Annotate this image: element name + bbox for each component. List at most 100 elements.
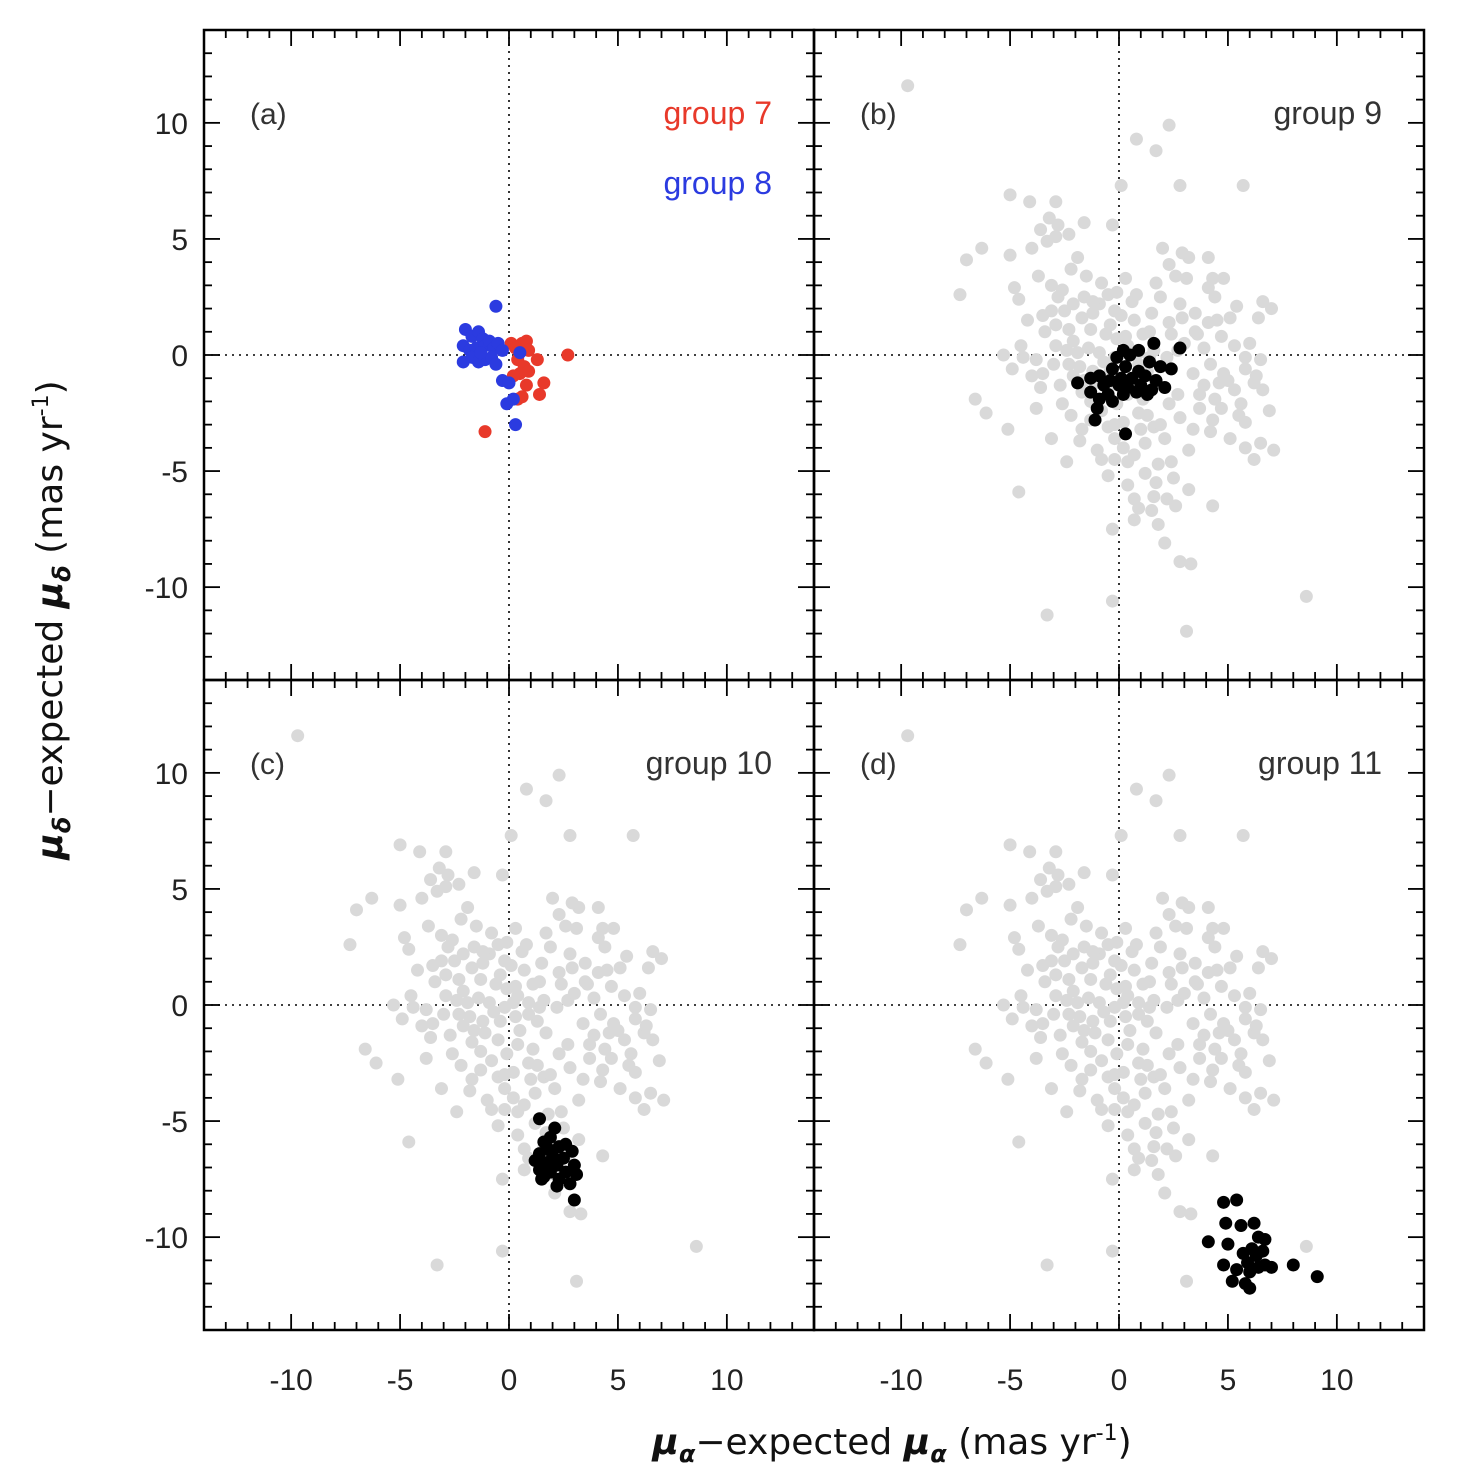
- background-point: [1138, 436, 1152, 450]
- background-point: [1086, 956, 1100, 970]
- background-point: [456, 947, 470, 961]
- background-point: [1214, 329, 1228, 343]
- group-9-point: [1153, 360, 1167, 374]
- background-point: [528, 1086, 542, 1100]
- background-point: [1119, 921, 1133, 935]
- background-point: [1145, 956, 1159, 970]
- x-axis-label: μα−expected μα (mas yr-1): [651, 1421, 1131, 1468]
- background-point: [1214, 979, 1228, 993]
- background-point: [476, 956, 490, 970]
- background-point: [1025, 891, 1039, 905]
- background-point: [1105, 594, 1119, 608]
- background-point: [445, 1047, 459, 1061]
- background-point: [1238, 441, 1252, 455]
- background-point: [1095, 452, 1109, 466]
- background-point: [463, 1084, 477, 1098]
- background-point: [437, 1007, 451, 1021]
- background-point: [1171, 1037, 1185, 1051]
- background-point: [450, 993, 464, 1007]
- background-point: [1267, 1093, 1281, 1107]
- background-point: [456, 1019, 470, 1033]
- x-tick-label: -10: [879, 1364, 922, 1397]
- background-point: [1042, 211, 1056, 225]
- background-point: [607, 921, 621, 935]
- background-point: [1084, 322, 1098, 336]
- background-point: [1175, 961, 1189, 975]
- background-point: [1256, 383, 1270, 397]
- group-9-point: [1084, 371, 1098, 385]
- background-point: [395, 1012, 409, 1026]
- background-point: [1232, 408, 1246, 422]
- background-point: [1206, 1063, 1220, 1077]
- background-point: [1197, 991, 1211, 1005]
- group-9-point: [1119, 360, 1133, 374]
- background-point: [1162, 768, 1176, 782]
- background-point: [1055, 397, 1069, 411]
- background-point: [1073, 1084, 1087, 1098]
- background-point: [1114, 829, 1128, 843]
- background-point: [1136, 1042, 1150, 1056]
- background-point: [1143, 1000, 1156, 1014]
- background-point: [1153, 418, 1167, 432]
- background-point: [1145, 504, 1159, 518]
- panel-a: (a) group 7 group 8: [204, 30, 814, 680]
- background-point: [1082, 341, 1095, 355]
- background-point: [1206, 921, 1220, 935]
- group-8-point: [506, 392, 520, 406]
- background-point: [421, 919, 435, 933]
- background-point: [434, 954, 448, 968]
- group-11-point: [1310, 1270, 1324, 1284]
- background-point: [1265, 952, 1278, 966]
- background-point: [624, 1047, 638, 1061]
- background-point: [604, 1051, 618, 1065]
- background-point: [1230, 299, 1244, 313]
- background-point: [620, 949, 634, 963]
- background-point: [1169, 499, 1183, 513]
- background-point: [432, 861, 446, 875]
- background-point: [1108, 418, 1122, 432]
- background-point: [467, 1024, 481, 1038]
- x-tick-label: 10: [1320, 1364, 1353, 1397]
- background-point: [1162, 316, 1176, 329]
- background-point: [1127, 1163, 1141, 1177]
- x-tick-label: -10: [269, 1364, 312, 1397]
- background-point: [1214, 1051, 1228, 1065]
- y-tick-label: 10: [155, 758, 188, 791]
- background-point: [552, 966, 566, 979]
- background-point: [391, 1072, 405, 1086]
- background-point: [530, 1058, 544, 1072]
- background-point: [1175, 246, 1189, 260]
- background-point: [1151, 1167, 1165, 1181]
- background-point: [1003, 248, 1017, 262]
- background-point: [968, 392, 982, 406]
- background-point: [1049, 318, 1063, 332]
- background-point: [960, 253, 973, 267]
- group-label: group 11: [1258, 745, 1382, 781]
- background-point: [434, 1082, 448, 1096]
- background-point: [1169, 1149, 1183, 1163]
- background-point: [474, 972, 488, 986]
- background-point: [343, 938, 357, 952]
- background-point: [1034, 381, 1048, 394]
- background-point: [1243, 336, 1257, 350]
- x-tick-label: 0: [1111, 1364, 1128, 1397]
- background-point: [1121, 478, 1135, 492]
- background-point: [548, 1082, 562, 1096]
- background-point: [1099, 977, 1113, 991]
- background-point: [546, 891, 560, 905]
- background-point: [1151, 517, 1165, 531]
- background-point: [1044, 1082, 1058, 1096]
- background-point: [1014, 989, 1028, 1003]
- background-point: [1003, 898, 1017, 912]
- background-point: [1162, 907, 1176, 921]
- group-9-point: [1110, 350, 1124, 364]
- group-11-point: [1230, 1193, 1244, 1207]
- background-point: [1173, 947, 1187, 961]
- group-8-point: [489, 299, 503, 313]
- background-point: [415, 891, 429, 905]
- background-point: [565, 961, 579, 975]
- background-point: [1171, 387, 1185, 401]
- background-point: [1173, 297, 1187, 311]
- panel-b: (b) group 9: [814, 30, 1424, 680]
- group-7-point: [537, 376, 551, 390]
